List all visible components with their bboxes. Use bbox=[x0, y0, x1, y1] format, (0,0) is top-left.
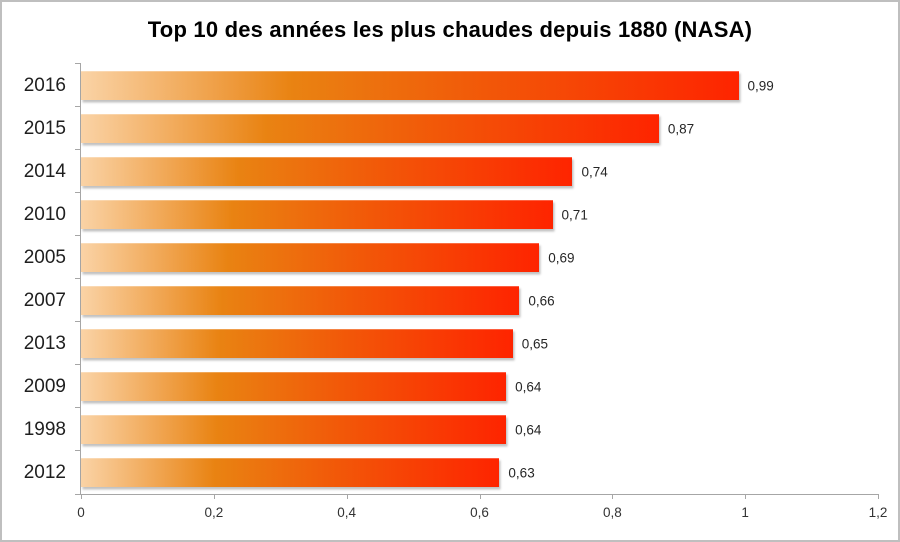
bar bbox=[81, 114, 659, 143]
value-label: 0,74 bbox=[581, 164, 608, 179]
y-axis-tick bbox=[75, 407, 81, 408]
category-label: 2013 bbox=[23, 332, 66, 354]
bar bbox=[81, 415, 507, 444]
value-label: 0,99 bbox=[747, 78, 774, 93]
value-label: 0,64 bbox=[515, 379, 542, 394]
x-axis-tick bbox=[612, 494, 614, 499]
x-axis-tick bbox=[346, 494, 348, 499]
bar-row: 1998 0,64 bbox=[24, 407, 878, 451]
category-label: 2009 bbox=[23, 375, 66, 397]
bar-row: 2013 0,65 bbox=[24, 321, 878, 365]
value-label: 0,63 bbox=[508, 465, 535, 480]
x-axis-tick bbox=[479, 494, 481, 499]
bar bbox=[81, 286, 520, 315]
category-label: 2012 bbox=[23, 461, 66, 483]
x-tick-label: 0,2 bbox=[204, 505, 224, 520]
bar bbox=[81, 243, 540, 272]
bar bbox=[81, 372, 507, 401]
value-label: 0,64 bbox=[515, 422, 542, 437]
x-axis-tick bbox=[878, 494, 879, 499]
value-label: 0,71 bbox=[561, 207, 588, 222]
category-label: 2007 bbox=[23, 289, 66, 311]
bar bbox=[81, 71, 739, 100]
value-label: 0,87 bbox=[667, 121, 695, 136]
y-axis-tick bbox=[75, 106, 81, 107]
category-label: 2014 bbox=[23, 160, 66, 182]
category-label: 2015 bbox=[23, 117, 66, 139]
bar bbox=[81, 200, 553, 229]
y-axis-tick bbox=[75, 494, 81, 495]
chart-title: Top 10 des années les plus chaudes depui… bbox=[147, 17, 753, 42]
value-label: 0,65 bbox=[521, 336, 548, 351]
category-label: 2010 bbox=[23, 203, 66, 225]
bar-row: 2015 0,87 bbox=[24, 106, 878, 150]
bar-row: 2014 0,74 bbox=[24, 149, 878, 193]
value-label: 0,66 bbox=[528, 293, 555, 308]
x-tick-label: 1,2 bbox=[868, 505, 888, 520]
x-tick-label: 1 bbox=[741, 505, 749, 520]
bar-row: 2012 0,63 bbox=[24, 450, 878, 494]
bar bbox=[81, 458, 500, 487]
y-axis-tick bbox=[75, 450, 81, 451]
bar-row: 2005 0,69 bbox=[24, 235, 878, 279]
category-label: 2016 bbox=[23, 74, 66, 96]
x-axis-tick bbox=[745, 494, 747, 499]
bar-row: 2010 0,71 bbox=[24, 192, 878, 236]
y-axis-tick bbox=[75, 63, 81, 64]
plot-area: 2016 0,99 2015 0,87 2014 0,74 2010 0,71 2005 0,69… bbox=[24, 63, 887, 520]
x-tick-label: 0,4 bbox=[337, 505, 357, 520]
x-axis-tick bbox=[213, 494, 215, 499]
bar bbox=[81, 329, 513, 358]
value-label: 0,69 bbox=[548, 250, 575, 265]
x-tick-label: 0,8 bbox=[602, 505, 622, 520]
x-tick-label: 0 bbox=[77, 505, 85, 520]
y-axis-tick bbox=[75, 192, 81, 193]
y-axis-tick bbox=[75, 149, 81, 150]
y-axis-tick bbox=[75, 278, 81, 279]
category-label: 2005 bbox=[23, 246, 66, 268]
bar-row: 2016 0,99 bbox=[24, 63, 878, 107]
x-tick-label: 0,6 bbox=[470, 505, 489, 520]
bar-row: 2007 0,66 bbox=[24, 278, 878, 322]
bar-row: 2009 0,64 bbox=[24, 364, 878, 408]
bar bbox=[81, 157, 573, 186]
y-axis-tick bbox=[75, 235, 81, 236]
category-label: 1998 bbox=[23, 418, 66, 440]
x-axis-tick bbox=[81, 494, 82, 499]
y-axis-tick bbox=[75, 321, 81, 322]
y-axis-tick bbox=[75, 364, 81, 365]
